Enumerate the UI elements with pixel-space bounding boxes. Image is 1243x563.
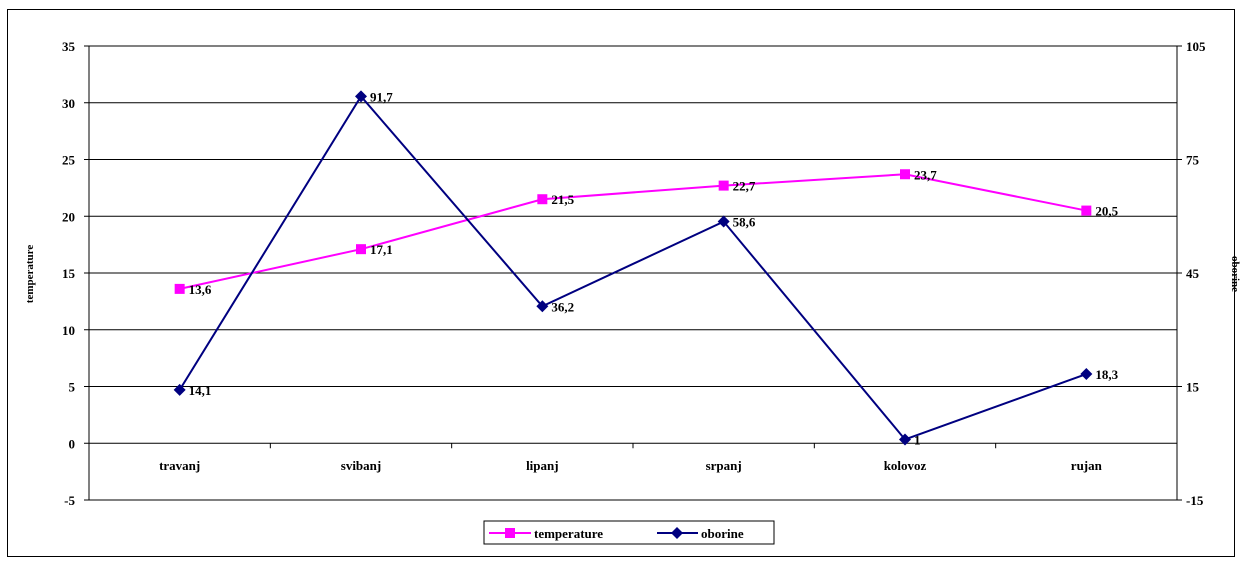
y-tick-label: 5 (69, 380, 76, 395)
y2-tick-label: -15 (1186, 493, 1204, 508)
data-labels: 13,6 17,1 21,5 22,7 23,7 20,5 14,1 91,7 36,2 58,6… (189, 89, 1119, 447)
point-temperature (1081, 205, 1092, 216)
point-temperature (356, 244, 366, 255)
data-label-temperature: 22,7 (733, 179, 756, 194)
legend-oborine-marker (671, 527, 683, 539)
data-label-oborine: 58,6 (733, 215, 756, 230)
x-tick-label: lipanj (526, 458, 559, 473)
y-tick-label: 10 (62, 323, 75, 338)
legend-temperature-label: temperature (534, 526, 603, 541)
y-tick-label: 15 (62, 266, 76, 281)
data-label-temperature: 17,1 (370, 242, 393, 257)
point-oborine (899, 433, 911, 446)
y-tick-label: 25 (62, 153, 76, 168)
legend-box (483, 520, 775, 545)
y2-tick-label: 45 (1186, 266, 1200, 281)
data-label-temperature: 21,5 (551, 192, 574, 207)
x-tick-label: travanj (159, 458, 200, 473)
y-tick-label: 0 (69, 436, 76, 451)
data-label-oborine: 18,3 (1095, 367, 1118, 382)
point-temperature (900, 169, 910, 180)
data-label-oborine: 36,2 (551, 299, 574, 314)
y-tick-label: 30 (62, 96, 75, 111)
point-temperature (174, 283, 185, 294)
axes: -5 0 5 10 15 20 25 30 35 -15 15 45 75 105 travanj sviba… (62, 39, 1206, 508)
point-oborine (1080, 368, 1093, 381)
legend-oborine-label: oborine (701, 526, 744, 541)
point-oborine (173, 383, 186, 396)
y2-tick-label: 75 (1186, 153, 1200, 168)
point-temperature (718, 180, 729, 191)
point-oborine (355, 90, 367, 103)
series-layer (173, 90, 1093, 446)
series-line-temperature (179, 173, 1087, 290)
point-oborine (536, 300, 549, 313)
y-axis-title: temperature (24, 245, 36, 304)
x-tick-label: rujan (1071, 458, 1103, 473)
data-label-temperature: 20,5 (1095, 204, 1118, 219)
point-oborine (717, 215, 730, 228)
legend: temperature oborine (483, 520, 775, 545)
data-label-oborine: 14,1 (189, 383, 212, 398)
point-temperature (537, 194, 548, 205)
x-tick-label: srpanj (706, 458, 742, 473)
legend-temperature-marker (505, 528, 515, 538)
y2-tick-label: 15 (1186, 380, 1200, 395)
data-label-oborine: 1 (914, 432, 921, 447)
chart-frame (7, 9, 1235, 557)
x-tick-label: kolovoz (884, 458, 927, 473)
y-tick-label: 35 (62, 39, 76, 54)
y2-tick-label: 105 (1186, 39, 1206, 54)
x-tick-label: svibanj (341, 458, 381, 473)
data-label-temperature: 13,6 (189, 282, 212, 297)
y2-axis-title: oborine (1229, 256, 1241, 292)
data-label-oborine: 91,7 (370, 89, 393, 104)
y-tick-label: -5 (64, 493, 75, 508)
y-tick-label: 20 (62, 209, 75, 224)
data-label-temperature: 23,7 (914, 167, 937, 182)
gridlines (89, 45, 1177, 501)
series-line-oborine (178, 94, 1087, 441)
